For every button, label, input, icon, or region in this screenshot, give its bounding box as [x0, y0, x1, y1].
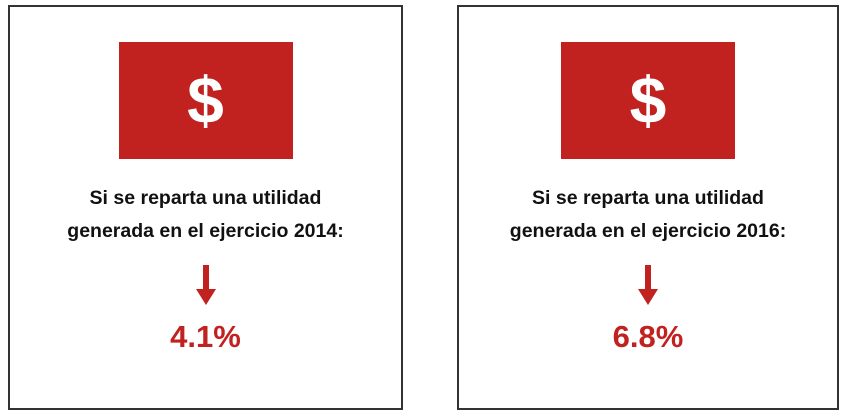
percent-value: 6.8% [612, 319, 684, 354]
card: $ Si se reparta una utilidad generada en… [457, 5, 839, 410]
down-arrow [638, 265, 658, 305]
dollar-icon: $ [561, 42, 735, 159]
dollar-icon: $ [118, 42, 293, 159]
card: $ Si se reparta una utilidad generada en… [8, 5, 403, 410]
description-line: Si se reparta una utilidad [532, 187, 764, 209]
down-arrow [195, 265, 216, 305]
description-line: generada en el ejercicio 2014: [67, 220, 344, 242]
percent-value: 4.1% [170, 319, 241, 354]
description-line: generada en el ejercicio 2016: [509, 220, 787, 242]
description-line: Si se reparta una utilidad [89, 187, 322, 209]
